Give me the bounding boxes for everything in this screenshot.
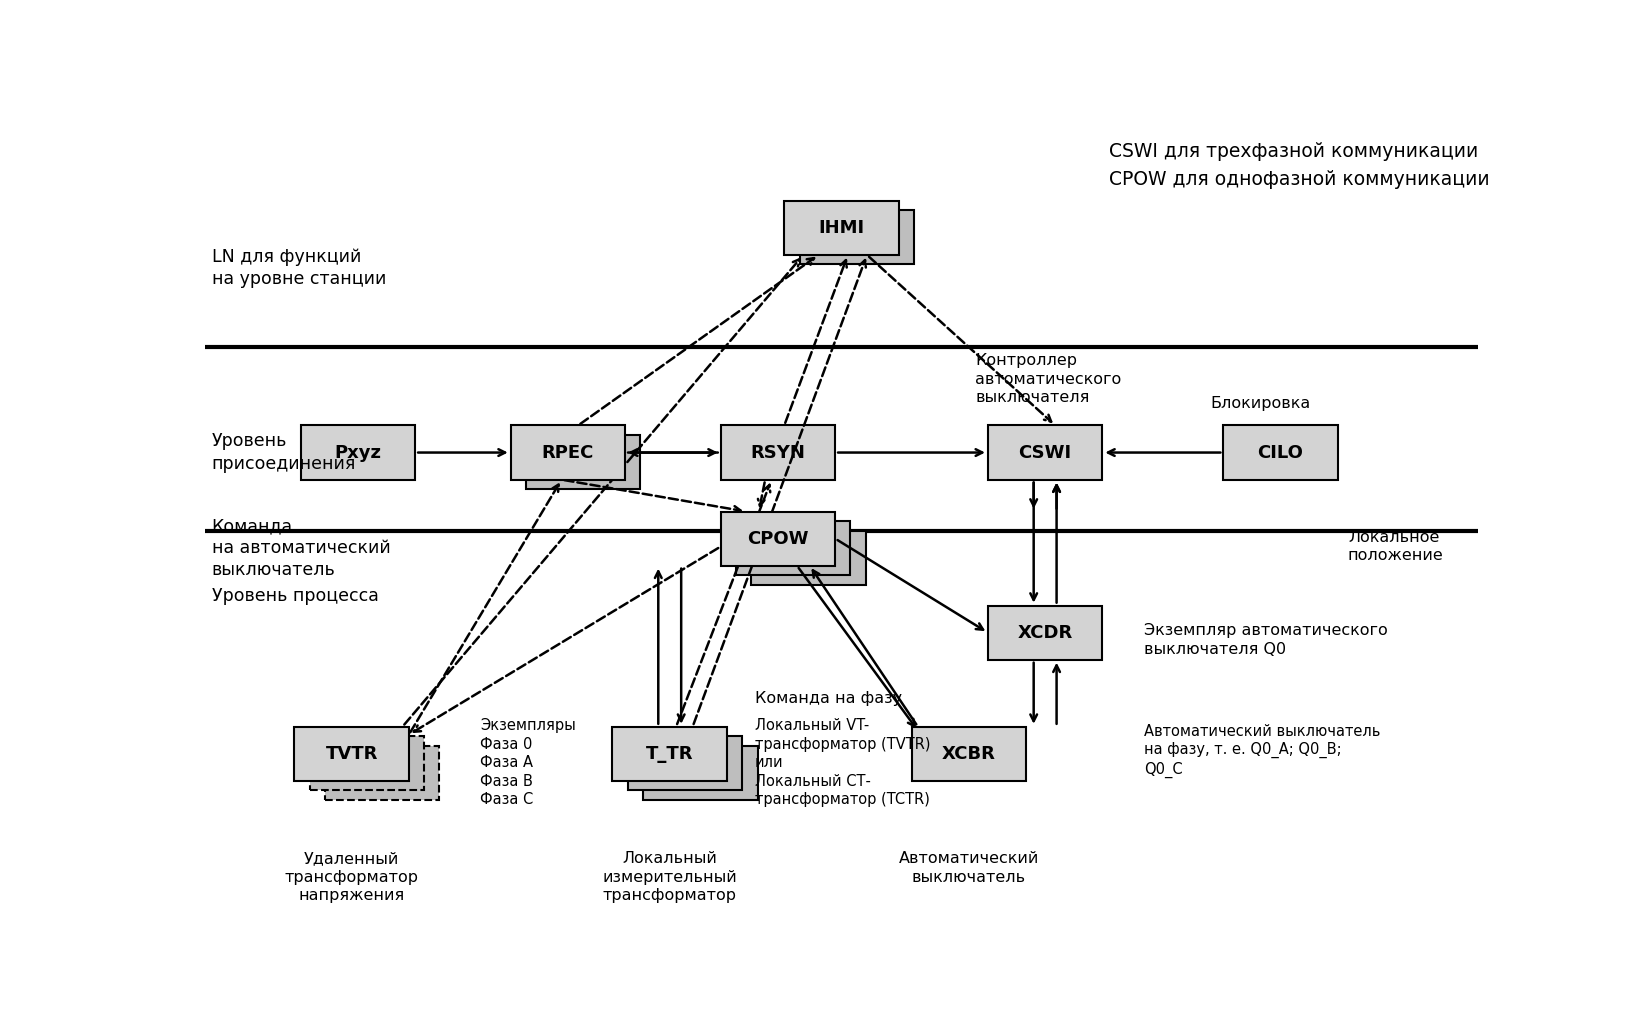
Bar xyxy=(750,531,865,585)
Text: Автоматический
выключатель: Автоматический выключатель xyxy=(898,851,1039,885)
Text: CSWI для трехфазной коммуникации: CSWI для трехфазной коммуникации xyxy=(1108,142,1478,160)
Text: T_TR: T_TR xyxy=(645,745,693,763)
Bar xyxy=(325,746,440,800)
Bar xyxy=(911,727,1026,780)
Bar xyxy=(310,736,424,791)
Text: Уровень процесса: Уровень процесса xyxy=(212,587,379,605)
Text: CPOW: CPOW xyxy=(747,530,808,548)
Text: Команда
на автоматический
выключатель: Команда на автоматический выключатель xyxy=(212,516,391,580)
Text: CPOW для однофазной коммуникации: CPOW для однофазной коммуникации xyxy=(1108,171,1489,189)
Bar xyxy=(525,435,640,490)
Bar xyxy=(721,425,836,479)
Text: LN для функций
на уровне станции: LN для функций на уровне станции xyxy=(212,247,386,288)
Text: Автоматический выключатель
на фазу, т. е. Q0_А; Q0_В;
Q0_С: Автоматический выключатель на фазу, т. е… xyxy=(1144,723,1381,778)
Text: Блокировка: Блокировка xyxy=(1210,395,1310,411)
Bar xyxy=(511,425,626,479)
Bar xyxy=(644,746,757,800)
Bar xyxy=(800,210,915,265)
Text: Уровень
присоединения: Уровень присоединения xyxy=(212,433,356,473)
Text: XCDR: XCDR xyxy=(1018,624,1072,642)
Text: Локальный
измерительный
трансформатор: Локальный измерительный трансформатор xyxy=(603,851,737,904)
Text: RPEC: RPEC xyxy=(542,444,594,462)
Bar xyxy=(627,736,742,791)
Bar xyxy=(785,201,898,255)
Text: RSYN: RSYN xyxy=(750,444,805,462)
Bar xyxy=(988,425,1102,479)
Bar xyxy=(612,727,727,780)
Text: Локальное
положение: Локальное положение xyxy=(1348,530,1443,563)
Text: Pxyz: Pxyz xyxy=(335,444,381,462)
Bar xyxy=(988,605,1102,659)
Text: XCBR: XCBR xyxy=(943,745,995,763)
Text: Команда на фазу: Команда на фазу xyxy=(755,690,901,706)
Bar xyxy=(294,727,409,780)
Bar xyxy=(1223,425,1338,479)
Bar xyxy=(721,511,836,566)
Text: TVTR: TVTR xyxy=(325,745,378,763)
Text: CILO: CILO xyxy=(1258,444,1304,462)
Bar xyxy=(300,425,415,479)
Text: Экземпляр автоматического
выключателя Q0: Экземпляр автоматического выключателя Q0 xyxy=(1144,623,1387,656)
Text: Экземпляры
Фаза 0
Фаза А
Фаза В
Фаза С: Экземпляры Фаза 0 Фаза А Фаза В Фаза С xyxy=(479,718,576,807)
Text: CSWI: CSWI xyxy=(1018,444,1072,462)
Bar xyxy=(736,521,851,575)
Text: Контроллер
автоматического
выключателя: Контроллер автоматического выключателя xyxy=(975,353,1121,406)
Text: Удаленный
трансформатор
напряжения: Удаленный трансформатор напряжения xyxy=(284,851,419,904)
Text: Локальный VT-
трансформатор (TVTR)
или
Локальный СТ-
трансформатор (TCTR): Локальный VT- трансформатор (TVTR) или Л… xyxy=(755,718,931,807)
Text: IHMI: IHMI xyxy=(818,218,865,237)
